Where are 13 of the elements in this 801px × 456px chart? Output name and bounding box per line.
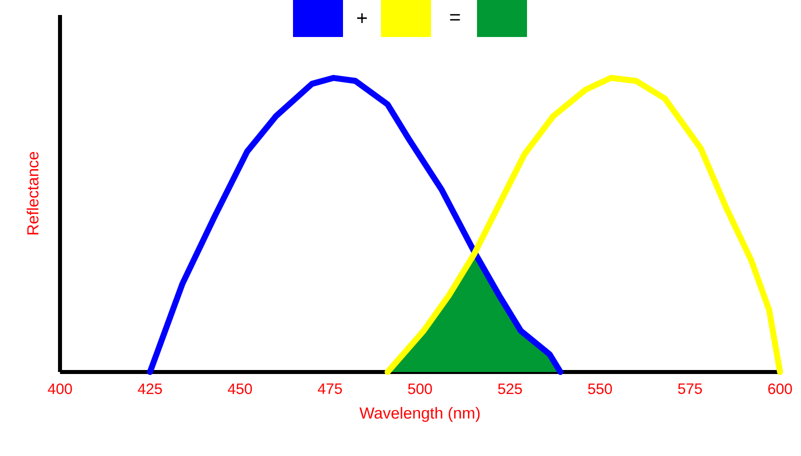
x-tick-label: 450 xyxy=(228,384,252,394)
x-tick-label: 425 xyxy=(138,384,162,394)
x-tick-label: 550 xyxy=(588,384,612,394)
x-tick-label: 525 xyxy=(498,384,522,394)
text: + xyxy=(357,13,367,23)
x-axis-title: Wavelength (nm) xyxy=(359,406,480,422)
x-tick-label: 475 xyxy=(318,384,342,394)
text: = xyxy=(450,14,460,21)
x-tick-label: 575 xyxy=(678,384,702,394)
x-tick-label: 400 xyxy=(48,384,72,394)
x-tick-label: 600 xyxy=(768,384,792,394)
y-axis-title: Reflectance xyxy=(26,152,38,234)
x-tick-label: 500 xyxy=(408,384,432,394)
